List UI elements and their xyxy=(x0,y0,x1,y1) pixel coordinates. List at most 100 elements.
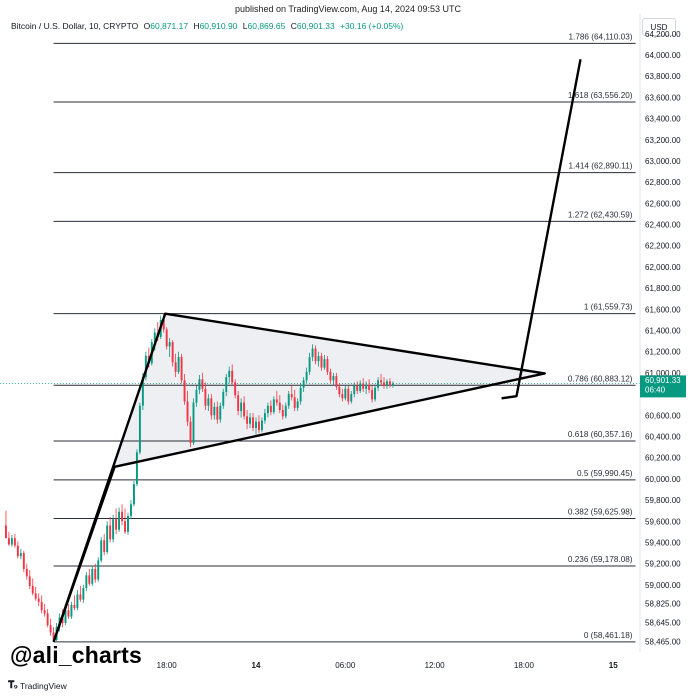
candle[interactable] xyxy=(19,548,22,560)
candle[interactable] xyxy=(180,353,183,384)
candle[interactable] xyxy=(165,327,168,350)
candle[interactable] xyxy=(317,351,320,367)
candle[interactable] xyxy=(174,353,177,378)
candle[interactable] xyxy=(70,601,73,619)
candle[interactable] xyxy=(249,413,252,429)
candle[interactable] xyxy=(284,402,287,419)
candle[interactable] xyxy=(359,380,362,394)
candle[interactable] xyxy=(37,593,40,607)
candle[interactable] xyxy=(103,533,106,556)
candle[interactable] xyxy=(362,378,365,392)
candle[interactable] xyxy=(106,521,109,555)
candle[interactable] xyxy=(100,537,103,563)
candle[interactable] xyxy=(195,385,198,407)
candle[interactable] xyxy=(49,618,52,636)
candle[interactable] xyxy=(91,565,94,586)
candle[interactable] xyxy=(377,377,380,391)
candle[interactable] xyxy=(94,563,97,583)
candle[interactable] xyxy=(34,586,37,601)
candle[interactable] xyxy=(76,590,79,611)
candle[interactable] xyxy=(338,383,341,398)
candle[interactable] xyxy=(365,381,368,395)
candle[interactable] xyxy=(347,385,350,405)
candle[interactable] xyxy=(109,517,112,543)
candle[interactable] xyxy=(234,379,237,399)
candle[interactable] xyxy=(326,355,329,376)
candle[interactable] xyxy=(192,398,195,445)
candle[interactable] xyxy=(67,603,70,619)
candle[interactable] xyxy=(314,345,317,365)
candle[interactable] xyxy=(130,500,132,520)
candle[interactable] xyxy=(258,415,260,434)
candle[interactable] xyxy=(380,373,382,386)
candle[interactable] xyxy=(216,401,219,424)
candle[interactable] xyxy=(255,417,257,435)
candle[interactable] xyxy=(305,367,308,384)
candle[interactable] xyxy=(383,377,385,389)
candle[interactable] xyxy=(82,584,85,603)
symbol-title[interactable]: Bitcoin / U.S. Dollar, 10, CRYPTO xyxy=(11,21,139,31)
candle[interactable] xyxy=(189,416,192,448)
candle[interactable] xyxy=(386,379,388,389)
candle[interactable] xyxy=(228,366,231,384)
candle[interactable] xyxy=(266,402,269,418)
candle[interactable] xyxy=(350,390,353,404)
candle[interactable] xyxy=(183,373,186,405)
candle[interactable] xyxy=(332,372,335,386)
candle[interactable] xyxy=(121,504,124,526)
candle[interactable] xyxy=(127,512,129,536)
candle[interactable] xyxy=(4,510,7,539)
candle[interactable] xyxy=(22,550,25,573)
candle[interactable] xyxy=(293,389,296,412)
candle[interactable] xyxy=(201,372,204,392)
triangle-pattern-line[interactable] xyxy=(52,312,546,643)
candle[interactable] xyxy=(210,394,213,420)
currency-button[interactable]: USD xyxy=(642,18,676,36)
candle[interactable] xyxy=(371,385,374,403)
candle[interactable] xyxy=(124,508,126,534)
candle[interactable] xyxy=(16,541,19,559)
candle[interactable] xyxy=(344,385,347,401)
candle[interactable] xyxy=(311,344,314,362)
candle[interactable] xyxy=(85,572,88,592)
candle[interactable] xyxy=(46,609,49,628)
candle[interactable] xyxy=(231,364,234,386)
candle[interactable] xyxy=(320,352,323,371)
candle[interactable] xyxy=(222,388,225,409)
candle[interactable] xyxy=(260,417,263,433)
candle[interactable] xyxy=(308,352,311,376)
candle[interactable] xyxy=(25,563,28,580)
candle[interactable] xyxy=(299,383,302,405)
candle[interactable] xyxy=(269,400,272,416)
candle[interactable] xyxy=(246,409,249,430)
candle[interactable] xyxy=(290,385,293,401)
candle[interactable] xyxy=(374,385,377,402)
candle[interactable] xyxy=(97,557,100,582)
breakout-projection-line[interactable] xyxy=(501,59,582,400)
candle[interactable] xyxy=(13,533,16,548)
candle[interactable] xyxy=(7,531,10,546)
candle[interactable] xyxy=(243,396,246,420)
candle[interactable] xyxy=(287,390,290,409)
candle[interactable] xyxy=(204,382,207,410)
candle[interactable] xyxy=(353,382,356,398)
candle[interactable] xyxy=(263,408,266,424)
candle[interactable] xyxy=(240,398,243,418)
candle[interactable] xyxy=(28,569,31,590)
candle[interactable] xyxy=(368,379,371,394)
candle[interactable] xyxy=(335,372,338,390)
candle[interactable] xyxy=(237,390,240,416)
candle[interactable] xyxy=(296,398,299,412)
candle[interactable] xyxy=(177,351,180,374)
candle[interactable] xyxy=(31,578,34,596)
candle[interactable] xyxy=(272,396,275,415)
candle[interactable] xyxy=(144,351,147,381)
candle[interactable] xyxy=(391,381,394,388)
candle[interactable] xyxy=(135,449,138,487)
candle[interactable] xyxy=(73,595,76,611)
candle[interactable] xyxy=(88,568,91,586)
candle[interactable] xyxy=(281,404,284,420)
candle[interactable] xyxy=(278,395,281,414)
candle[interactable] xyxy=(43,603,46,617)
